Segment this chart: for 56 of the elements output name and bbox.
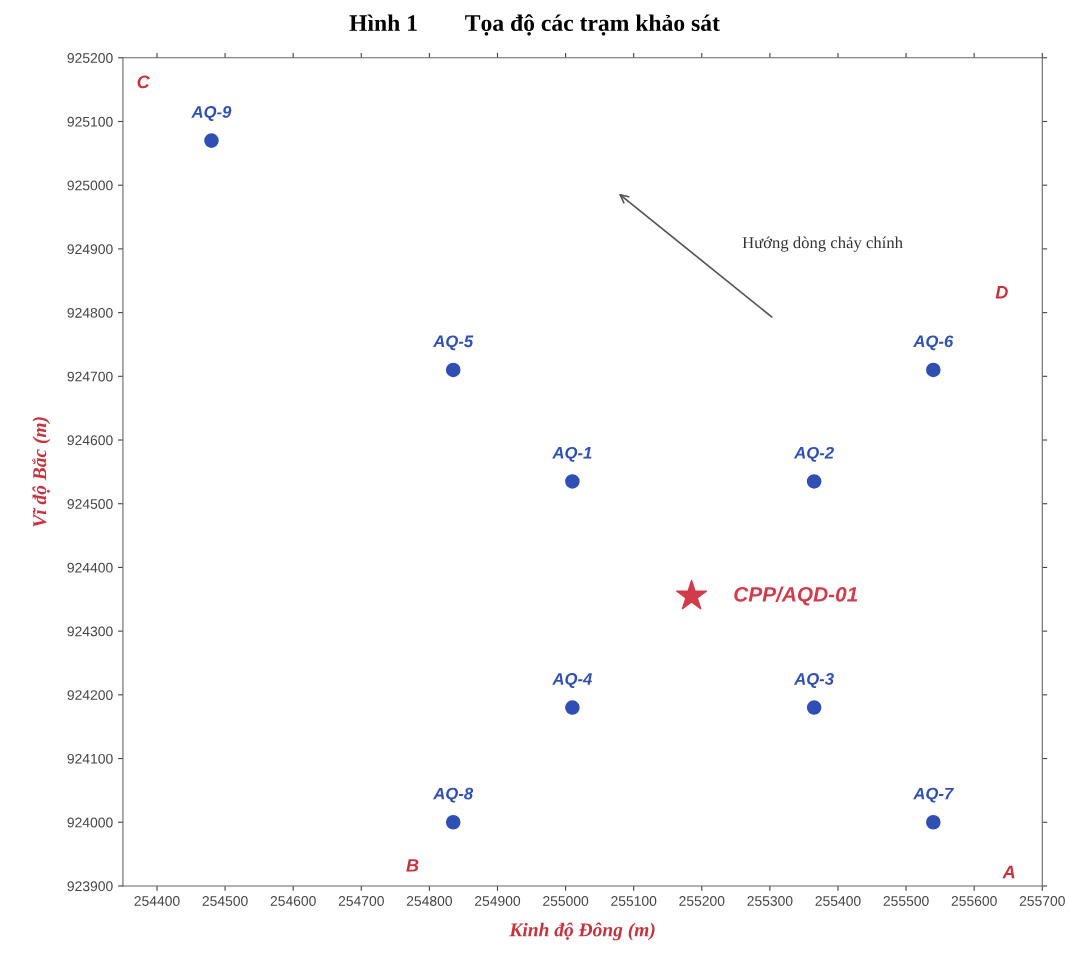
y-tick-label: 924600: [67, 435, 113, 446]
chart-title: Hình 1 Tọa độ các trạm khảo sát: [349, 14, 720, 36]
point: [926, 362, 941, 378]
x-tick-label: 254900: [475, 896, 521, 906]
annotation: A: [1002, 865, 1015, 879]
point: [445, 362, 461, 378]
x-tick-label: 254400: [134, 896, 180, 906]
annotation: D: [995, 286, 1008, 299]
x-tick-label: 255300: [747, 896, 793, 906]
point: [445, 814, 461, 830]
point: [806, 700, 822, 715]
series-label: AQ-5: [432, 335, 474, 351]
y-tick-label: 924500: [67, 499, 113, 509]
y-tick-label: 923900: [67, 881, 113, 892]
y-tick-label: 925200: [67, 53, 113, 63]
point: [565, 474, 580, 489]
point: [204, 133, 219, 148]
x-axis-title: Kinh độ Đông (m): [509, 922, 655, 941]
series-label: AQ-3: [793, 673, 834, 688]
x-tick-label: 255200: [679, 896, 725, 906]
y-tick-label: 924300: [67, 626, 113, 637]
x-tick-label: 255600: [951, 896, 997, 906]
annotation: B: [406, 859, 419, 872]
y-tick-label: 924700: [67, 371, 113, 382]
y-tick-label: 925000: [67, 180, 113, 191]
y-tick-label: 924200: [67, 690, 113, 701]
x-tick-label: 255100: [611, 896, 657, 906]
series-label: AQ-4: [552, 673, 593, 688]
point: [676, 579, 708, 610]
series-label: AQ-6: [913, 335, 954, 351]
y-tick-label: 924100: [67, 753, 113, 764]
annotation: C: [137, 75, 150, 89]
point: [565, 700, 580, 715]
series-label: AQ-7: [913, 787, 954, 803]
x-tick-label: 254600: [270, 896, 316, 906]
y-tick-label: 925100: [67, 116, 113, 127]
y-tick-label: 924000: [67, 817, 113, 828]
x-tick-label: 255700: [1019, 896, 1065, 906]
x-tick-label: 255000: [543, 896, 589, 906]
series-label: AQ-2: [793, 446, 834, 462]
point: [926, 814, 941, 830]
series-label: AQ-9: [191, 106, 232, 121]
annotation: Hướng dòng chảy chính: [742, 236, 903, 252]
series-label: CPP/AQD-01: [734, 586, 858, 606]
x-tick-label: 255400: [815, 896, 861, 906]
point: [806, 474, 822, 489]
x-tick-label: 254700: [338, 896, 384, 906]
series-label: AQ-1: [552, 446, 592, 462]
series-label: AQ-8: [432, 787, 474, 803]
x-tick-label: 254500: [202, 896, 248, 906]
y-tick-label: 924800: [67, 307, 113, 318]
y-tick-label: 924900: [67, 244, 113, 255]
x-tick-label: 255500: [883, 896, 929, 906]
y-tick-label: 924400: [67, 562, 113, 573]
x-tick-label: 254800: [406, 896, 453, 906]
y-axis-title: Vĩ độ Bắc (m): [31, 417, 51, 527]
